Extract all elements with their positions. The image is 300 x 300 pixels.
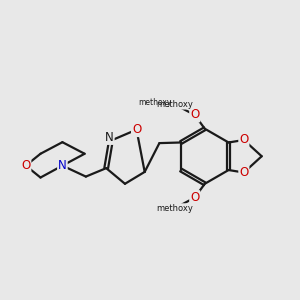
Text: O: O [190,191,200,204]
Text: N: N [58,159,67,172]
Text: O: O [190,109,200,122]
Text: methoxy: methoxy [138,98,171,106]
Text: N: N [105,131,114,144]
Text: O: O [21,159,30,172]
Text: methoxy: methoxy [157,100,194,109]
Text: O: O [132,123,141,136]
Text: O: O [239,134,248,146]
Text: O: O [239,166,248,179]
Text: methoxy: methoxy [157,204,194,213]
